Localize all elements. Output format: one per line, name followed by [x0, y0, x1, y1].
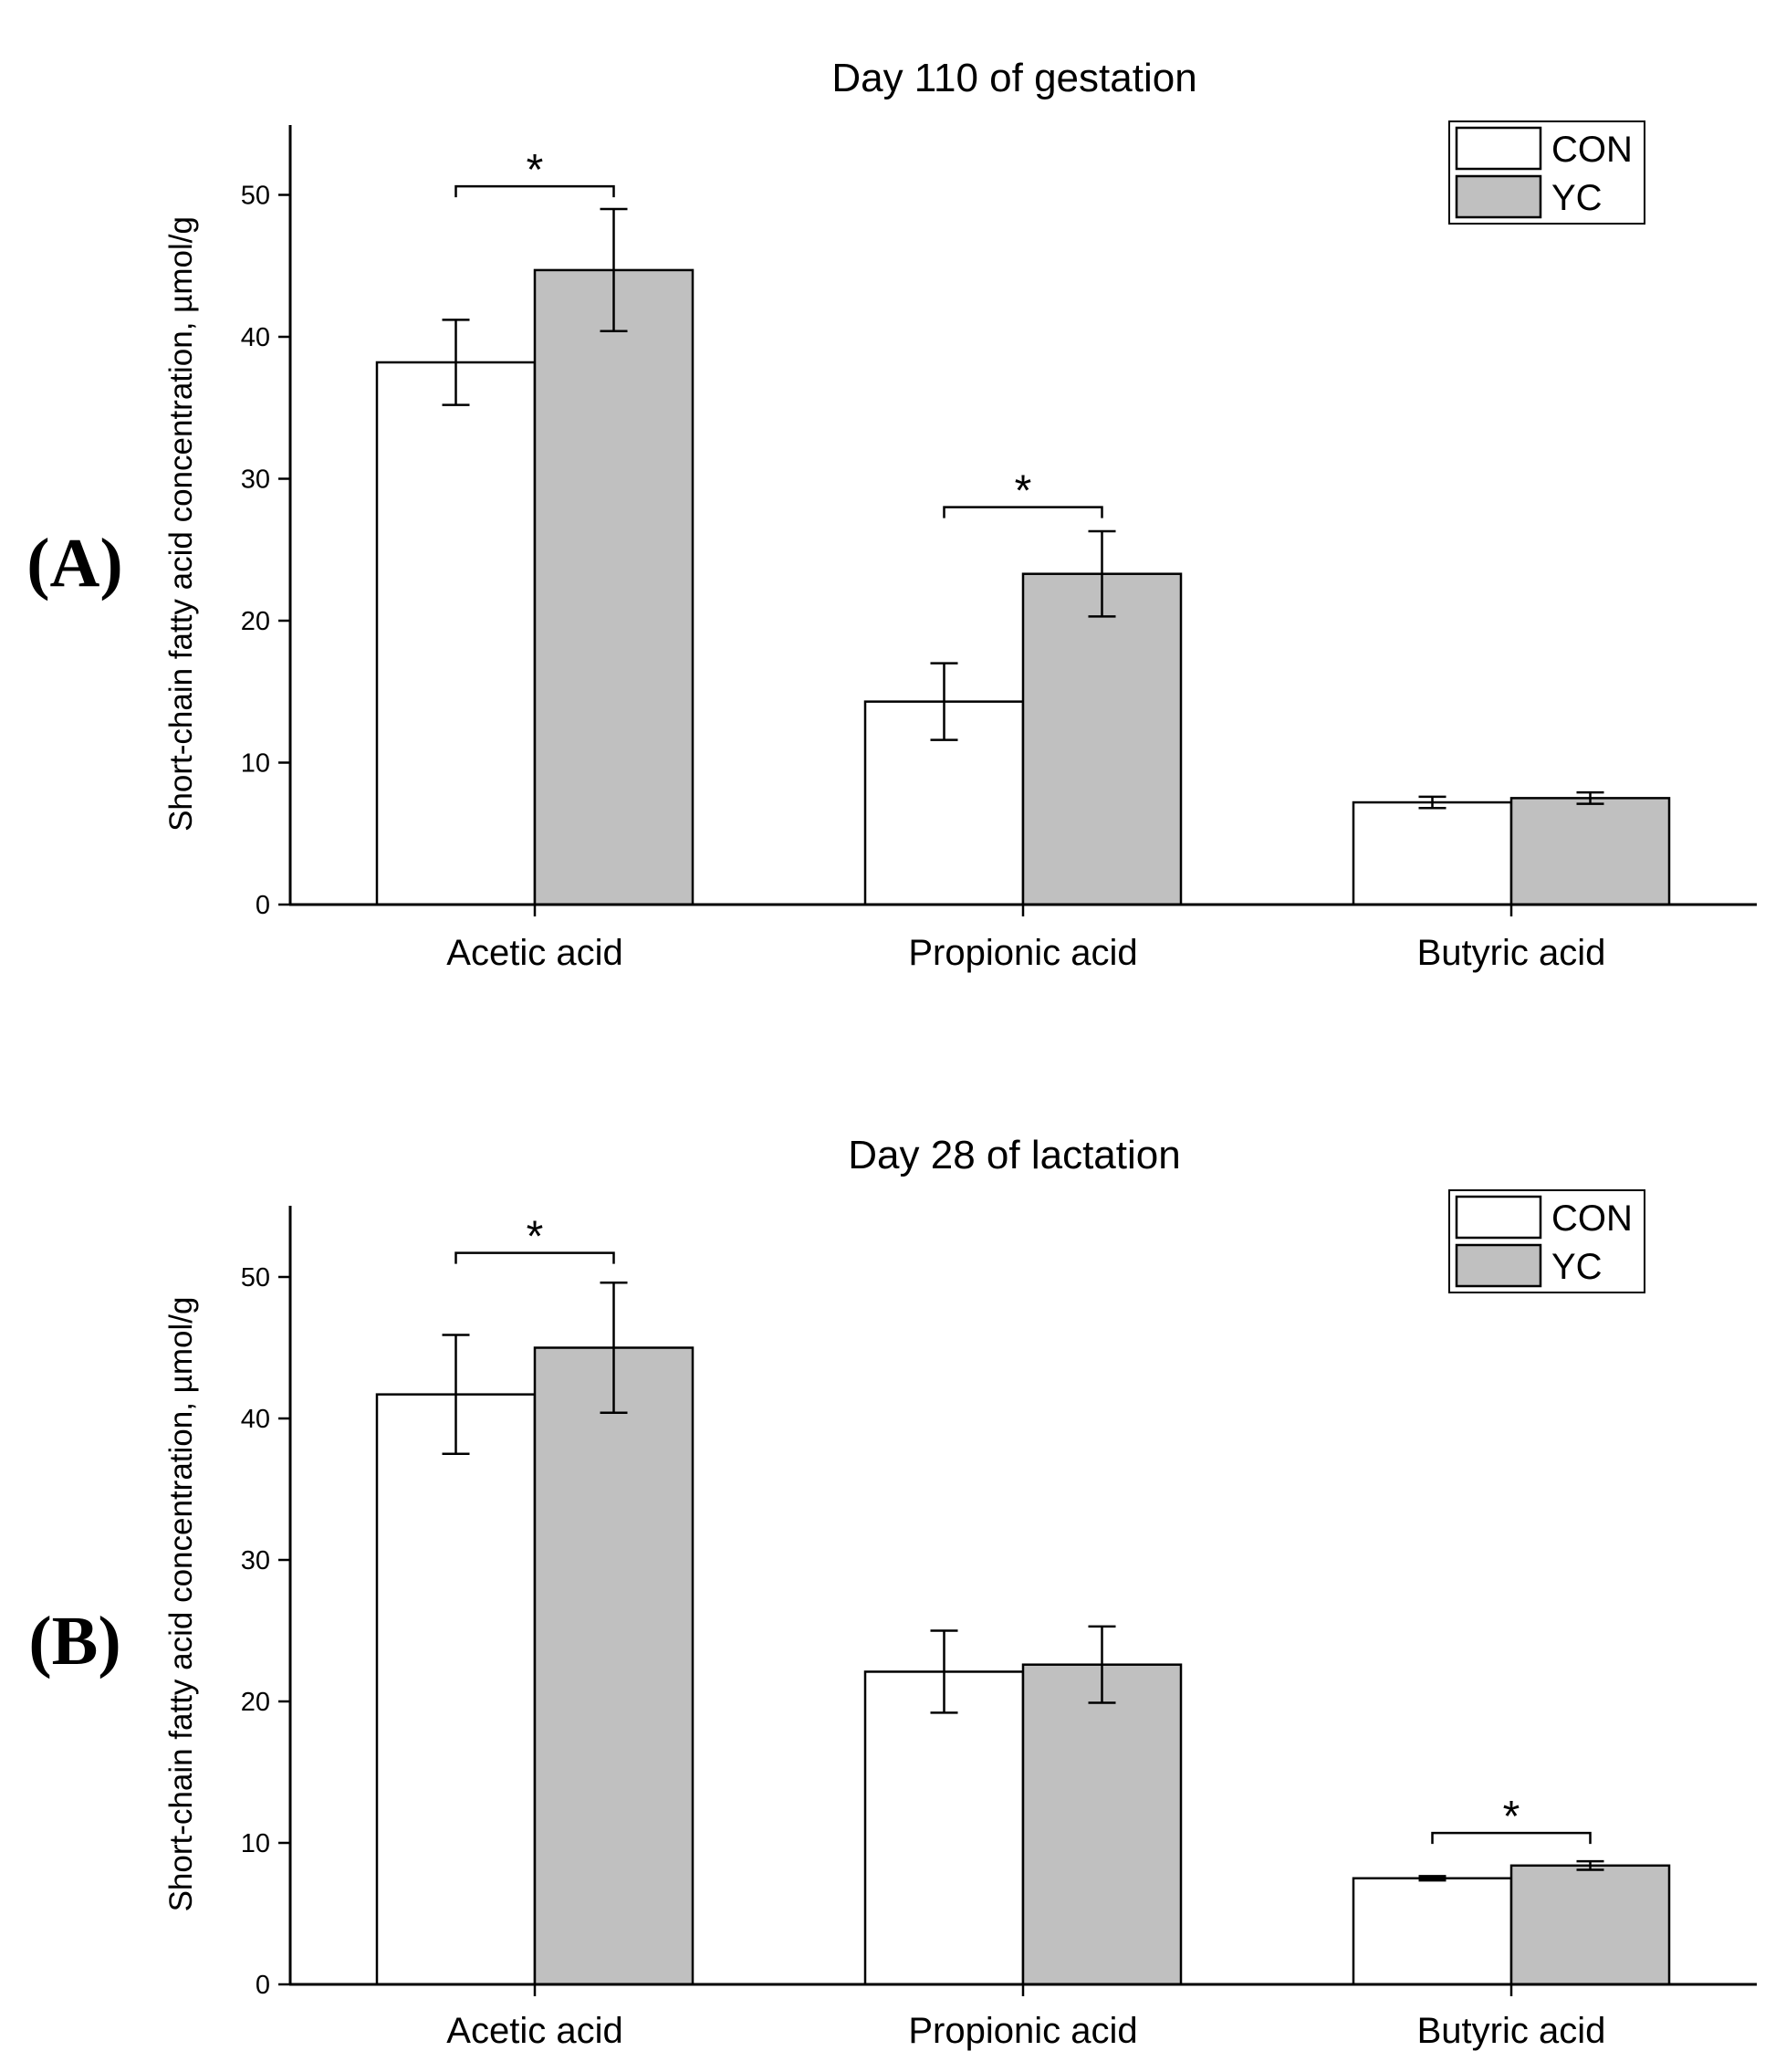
y-tick-label: 10	[241, 1829, 270, 1858]
chart-panel-b: (B) Day 28 of lactation Short-chain fatty …	[28, 1133, 1757, 2051]
error-bar-yc-2	[1088, 1625, 1116, 1704]
x-category-label: Acetic acid	[446, 2011, 622, 2051]
x-category-label: Propionic acid	[908, 2011, 1137, 2051]
y-tick-label: 30	[241, 1546, 270, 1575]
bar-yc-2	[1021, 572, 1183, 906]
bar-yc-3	[1509, 797, 1671, 906]
bar-con-1	[375, 1393, 537, 1986]
x-category-label: Propionic acid	[908, 933, 1137, 973]
legend-swatch-yc	[1455, 174, 1542, 219]
chart-title: Day 28 of lactation	[848, 1133, 1180, 1177]
significance-marker: *	[1015, 467, 1032, 516]
legend-label-con: CON	[1551, 130, 1633, 170]
chart-title: Day 110 of gestation	[831, 56, 1196, 100]
error-bar-con-1	[442, 1334, 470, 1455]
error-bar-yc-1	[600, 207, 628, 333]
error-bar-yc-3	[1576, 1859, 1604, 1871]
y-tick-label: 50	[241, 182, 270, 211]
significance-marker: *	[1503, 1793, 1520, 1841]
x-category-label: Acetic acid	[446, 933, 622, 973]
bar-yc-1	[533, 1346, 695, 1986]
legend: CON YC	[1448, 120, 1645, 225]
x-category-label: Butyric acid	[1417, 933, 1606, 973]
bar-yc-3	[1509, 1864, 1671, 1986]
error-bar-con-3	[1418, 1875, 1447, 1882]
y-tick-label: 20	[241, 1688, 270, 1717]
y-tick-label: 0	[256, 1971, 270, 2000]
bar-con-3	[1352, 801, 1513, 906]
legend-label-yc: YC	[1551, 178, 1603, 218]
significance-bracket	[454, 1251, 615, 1264]
legend: CON YC	[1448, 1189, 1645, 1293]
legend-swatch-con	[1455, 1195, 1542, 1240]
y-tick-label: 10	[241, 749, 270, 779]
panel-letter: (B)	[28, 1603, 120, 1680]
bar-con-2	[863, 1670, 1025, 1986]
y-tick-label: 0	[256, 891, 270, 920]
significance-marker: *	[527, 1213, 544, 1261]
error-bar-yc-3	[1576, 790, 1604, 805]
bar-con-3	[1352, 1877, 1513, 1986]
error-bar-con-3	[1418, 795, 1447, 810]
y-axis-label: Short-chain fatty acid concentration, µm…	[163, 216, 199, 832]
legend-swatch-con	[1455, 126, 1542, 171]
error-bar-con-2	[930, 1629, 958, 1714]
y-tick-label: 30	[241, 466, 270, 495]
significance-bracket	[943, 506, 1103, 518]
panel-letter: (A)	[26, 525, 123, 602]
x-category-label: Butyric acid	[1417, 2011, 1606, 2051]
legend-label-yc: YC	[1551, 1247, 1603, 1287]
y-tick-label: 20	[241, 607, 270, 636]
error-bar-con-2	[930, 662, 958, 741]
legend-label-con: CON	[1551, 1198, 1633, 1239]
y-tick-label: 40	[241, 1405, 270, 1434]
error-bar-yc-1	[600, 1281, 628, 1415]
significance-bracket	[1431, 1831, 1592, 1845]
significance-marker: *	[527, 146, 544, 194]
chart-panel-a: (A) Day 110 of gestation Short-chain fatty…	[26, 56, 1757, 973]
bar-con-1	[375, 361, 537, 906]
error-bar-yc-2	[1088, 529, 1116, 618]
significance-bracket	[454, 184, 615, 198]
y-tick-label: 50	[241, 1263, 270, 1292]
bar-yc-2	[1021, 1663, 1183, 1986]
error-bar-con-1	[442, 319, 470, 406]
y-axis-label: Short-chain fatty acid concentration, µm…	[163, 1297, 199, 1912]
y-tick-label: 40	[241, 323, 270, 352]
bar-yc-1	[533, 268, 695, 906]
legend-swatch-yc	[1455, 1243, 1542, 1288]
